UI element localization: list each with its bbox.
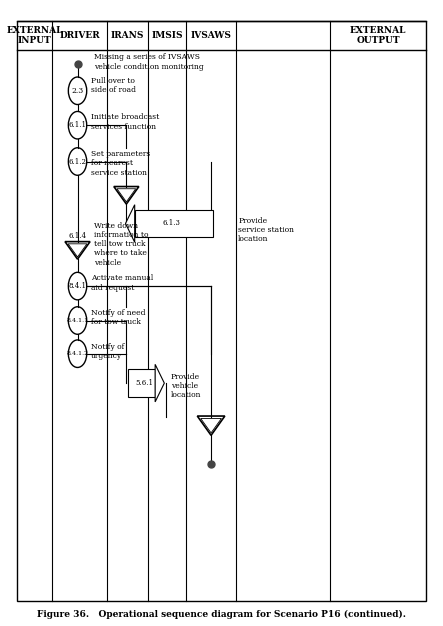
Text: Notify of need
for tow truck: Notify of need for tow truck: [91, 309, 145, 326]
Text: 6.1.3: 6.1.3: [163, 220, 180, 227]
Text: Notify of
urgency: Notify of urgency: [91, 343, 124, 361]
Polygon shape: [125, 205, 135, 242]
Text: 2.3: 2.3: [71, 87, 84, 95]
Bar: [128, 369, 155, 397]
Text: 6.1.2: 6.1.2: [69, 158, 86, 165]
Text: Provide
service station
location: Provide service station location: [238, 217, 294, 243]
Polygon shape: [155, 364, 164, 402]
Text: EXTERNAL
INPUT: EXTERNAL INPUT: [7, 26, 63, 45]
Text: 6.1.4: 6.1.4: [69, 232, 86, 240]
Text: 8.4.1.2: 8.4.1.2: [66, 351, 89, 356]
Text: Pull over to
side of road: Pull over to side of road: [91, 77, 136, 95]
Text: DRIVER: DRIVER: [59, 31, 100, 40]
Text: Initiate broadcast
services function: Initiate broadcast services function: [91, 113, 159, 131]
Text: 8.4.1.1: 8.4.1.1: [66, 318, 89, 323]
Text: Set parameters
for nearest
service station: Set parameters for nearest service stati…: [91, 150, 150, 177]
Text: Missing a series of IVSAWS
vehicle condition monitoring: Missing a series of IVSAWS vehicle condi…: [94, 53, 204, 71]
Text: IRANS: IRANS: [111, 31, 144, 40]
Text: 6.1.1: 6.1.1: [69, 121, 86, 129]
Text: 5.6.1: 5.6.1: [135, 379, 153, 387]
Text: Provide
vehicle
location: Provide vehicle location: [171, 373, 201, 399]
Text: EXTERNAL
OUTPUT: EXTERNAL OUTPUT: [350, 26, 406, 45]
Text: Write down
information to
tell tow truck
where to take
vehicle: Write down information to tell tow truck…: [94, 222, 149, 267]
Text: Figure 36.   Operational sequence diagram for Scenario P16 (continued).: Figure 36. Operational sequence diagram …: [37, 610, 406, 619]
Text: IVSAWS: IVSAWS: [190, 31, 232, 40]
Text: Activate manual
aid request: Activate manual aid request: [91, 274, 153, 292]
Text: IMSIS: IMSIS: [152, 31, 183, 40]
Bar: [135, 210, 213, 237]
Text: 8.4.1: 8.4.1: [69, 282, 86, 290]
